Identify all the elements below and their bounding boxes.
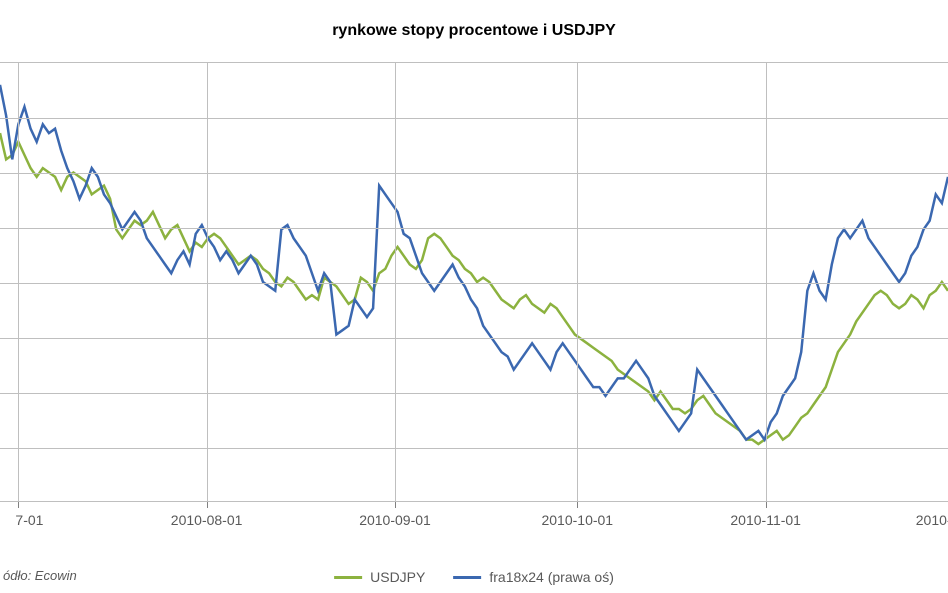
gridline-vertical bbox=[395, 63, 396, 501]
gridline bbox=[0, 338, 948, 339]
gridline-vertical bbox=[577, 63, 578, 501]
x-tickmark bbox=[395, 502, 396, 508]
gridline bbox=[0, 448, 948, 449]
x-tick-label: 2010-09-01 bbox=[359, 512, 431, 528]
x-tick-label: 2010-08-01 bbox=[171, 512, 243, 528]
x-tick-label: 2010- bbox=[916, 512, 948, 528]
legend-item-usdjpy: USDJPY bbox=[334, 569, 425, 585]
legend: USDJPY fra18x24 (prawa oś) bbox=[334, 569, 614, 585]
gridline-vertical bbox=[18, 63, 19, 501]
x-tick-label: 7-01 bbox=[15, 512, 43, 528]
chart-title: rynkowe stopy procentowe i USDJPY bbox=[332, 22, 616, 40]
gridline bbox=[0, 283, 948, 284]
x-tickmark bbox=[766, 502, 767, 508]
source-label: ódło: Ecowin bbox=[3, 568, 77, 583]
gridline bbox=[0, 118, 948, 119]
x-tick-label: 2010-11-01 bbox=[730, 512, 801, 528]
plot-area bbox=[0, 62, 948, 502]
series-fra bbox=[0, 85, 948, 440]
legend-label-fra: fra18x24 (prawa oś) bbox=[489, 569, 614, 585]
legend-swatch-usdjpy bbox=[334, 576, 362, 579]
gridline bbox=[0, 228, 948, 229]
legend-label-usdjpy: USDJPY bbox=[370, 569, 425, 585]
gridline bbox=[0, 173, 948, 174]
x-tickmark bbox=[18, 502, 19, 508]
legend-item-fra: fra18x24 (prawa oś) bbox=[453, 569, 614, 585]
chart-container: rynkowe stopy procentowe i USDJPY 7-01 20… bbox=[0, 0, 948, 593]
x-tickmark bbox=[577, 502, 578, 508]
gridline-vertical bbox=[207, 63, 208, 501]
legend-swatch-fra bbox=[453, 576, 481, 579]
x-tickmark bbox=[207, 502, 208, 508]
gridline bbox=[0, 393, 948, 394]
series-layer bbox=[0, 63, 948, 501]
x-tick-label: 2010-10-01 bbox=[541, 512, 613, 528]
gridline-vertical bbox=[766, 63, 767, 501]
series-USDJPY bbox=[0, 133, 948, 444]
